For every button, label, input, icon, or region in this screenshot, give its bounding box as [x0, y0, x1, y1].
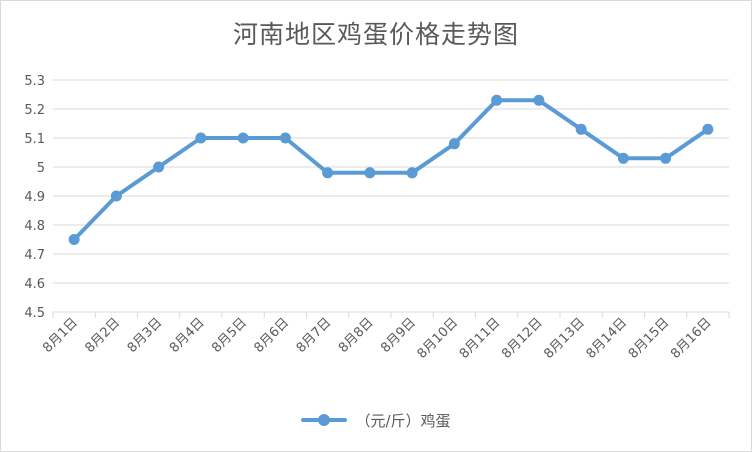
y-tick-label: 5 [37, 161, 45, 176]
series-line [72, 98, 710, 242]
data-point [702, 123, 714, 135]
y-tick-label: 4.9 [24, 190, 45, 205]
x-tick-label: 8月7日 [294, 315, 335, 356]
data-point [68, 234, 80, 245]
data-point [364, 167, 376, 179]
legend-marker [301, 414, 348, 426]
data-point [195, 132, 207, 144]
data-point [617, 152, 629, 164]
data-point [533, 94, 545, 106]
y-tick-label: 4.6 [24, 277, 45, 292]
y-tick-label: 4.5 [24, 306, 45, 321]
x-tick-label: 8月9日 [378, 315, 419, 356]
x-tick-label: 8月3日 [125, 315, 166, 356]
legend-label: （元/斤）鸡蛋 [355, 411, 451, 430]
x-tick-label: 8月2日 [83, 315, 124, 356]
y-tick-label: 4.7 [24, 248, 45, 263]
x-tick-label: 8月12日 [499, 315, 546, 362]
data-point [322, 167, 334, 179]
data-point [279, 132, 291, 144]
legend: （元/斤）鸡蛋 [1, 409, 751, 431]
chart-title: 河南地区鸡蛋价格走势图 [232, 20, 519, 49]
x-tick-label: 8月15日 [626, 315, 673, 362]
x-tick-label: 8月6日 [252, 315, 293, 356]
grid-lines [53, 79, 729, 313]
y-tick-label: 4.8 [24, 219, 45, 234]
y-axis-ticks: 4.5 4.6 4.7 4.8 4.9 5 5.1 5.2 5.3 [24, 74, 45, 321]
y-tick-label: 5.2 [24, 103, 45, 118]
data-point [153, 161, 165, 173]
x-tick-label: 8月10日 [415, 315, 462, 362]
data-point [491, 94, 503, 106]
x-tick-label: 8月5日 [209, 315, 250, 356]
x-tick-label: 8月8日 [336, 315, 377, 356]
x-tick-label: 8月4日 [167, 315, 208, 356]
data-point [110, 190, 122, 202]
x-tick-label: 8月11日 [457, 315, 504, 362]
y-tick-label: 5.1 [24, 132, 45, 147]
data-point [237, 132, 249, 144]
data-point [575, 123, 587, 135]
x-tick-label: 8月13日 [541, 315, 588, 362]
y-tick-label: 5.3 [24, 74, 45, 89]
series-layer [68, 94, 714, 245]
data-point [406, 167, 418, 179]
data-point [660, 152, 672, 164]
x-tick-label: 8月14日 [584, 315, 631, 362]
x-tick-label: 8月1日 [40, 315, 81, 356]
x-axis-ticks: 8月1日 8月2日 8月3日 8月4日 8月5日 8月6日 8月7日 8月8日 8月9日8月10… [40, 312, 730, 362]
data-point [448, 138, 460, 150]
x-tick-label: 8月16日 [668, 315, 715, 362]
